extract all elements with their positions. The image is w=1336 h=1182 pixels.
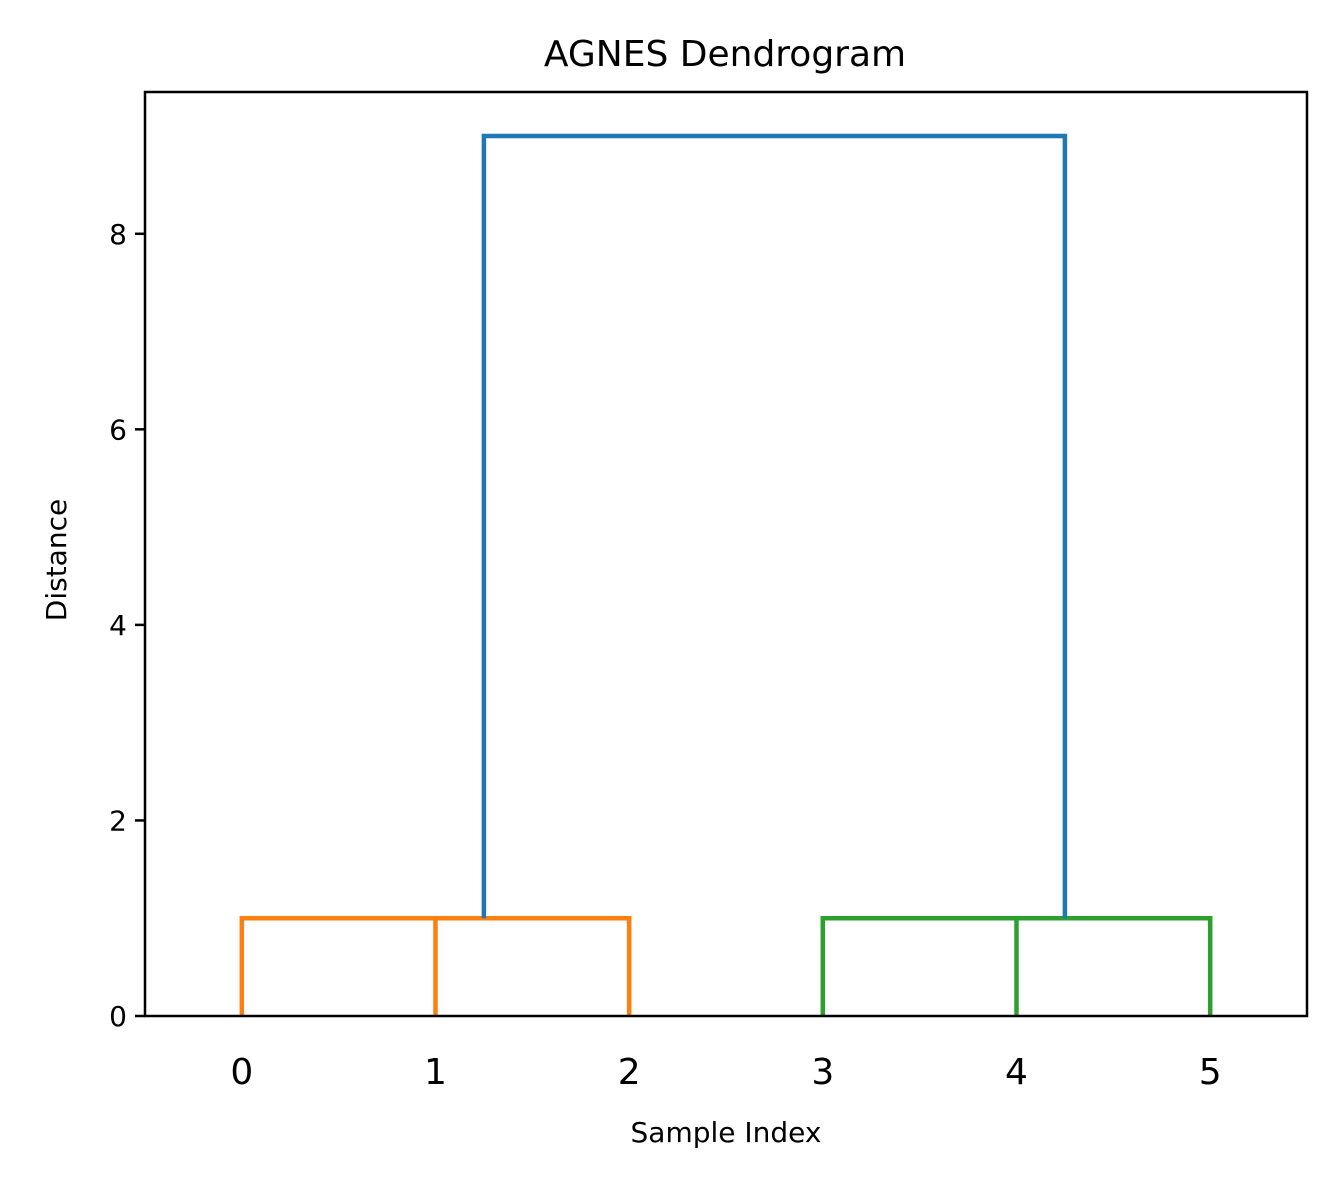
x-tick-label: 2 [618, 1052, 641, 1093]
plot-frame [143, 90, 1309, 1018]
x-axis-label: Sample Index [631, 1116, 822, 1149]
dendrogram-link-2 [820, 915, 1019, 1016]
dendrogram-link-4 [481, 133, 1068, 919]
dendrogram-link-3 [919, 915, 1213, 1016]
y-tick-label: 8 [109, 218, 127, 251]
y-axis-ticks: 0 2 4 6 8 [109, 218, 145, 1033]
dendrogram-link-0 [239, 915, 438, 1016]
x-tick-label: 4 [1005, 1052, 1028, 1093]
x-axis-ticks: 0 1 2 3 4 5 [230, 1052, 1221, 1093]
x-tick-label: 0 [230, 1052, 253, 1093]
dendrogram-links [239, 133, 1213, 1016]
y-tick-label: 6 [109, 413, 127, 446]
y-tick-label: 4 [109, 609, 127, 642]
chart-title: AGNES Dendrogram [544, 34, 906, 75]
x-tick-label: 5 [1199, 1052, 1222, 1093]
x-tick-label: 1 [424, 1052, 447, 1093]
dendrogram-link-1 [338, 915, 632, 1016]
y-tick-label: 0 [109, 1000, 127, 1033]
y-tick-label: 2 [109, 804, 127, 837]
y-axis-label: Distance [40, 499, 73, 621]
x-tick-label: 3 [811, 1052, 834, 1093]
